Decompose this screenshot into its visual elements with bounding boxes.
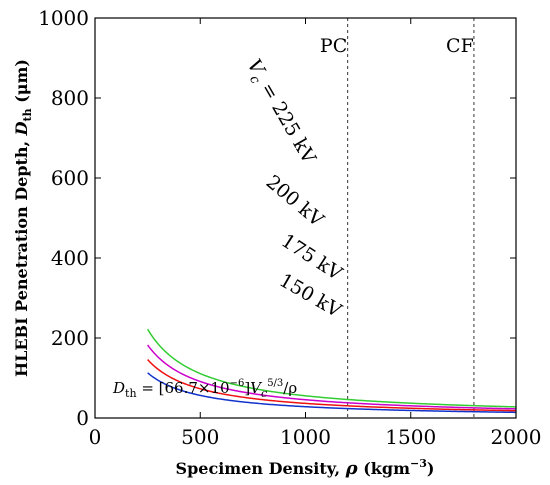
formula-exp2: 5/3	[267, 378, 283, 389]
x-tick-label: 500	[181, 425, 219, 449]
formula-v-sub: c	[261, 387, 267, 400]
x-tick-label: 1000	[280, 425, 331, 449]
y-axis-label-sub: th	[21, 108, 34, 121]
formula-annotation: Dth = [66.7×10−6]Vc5/3/ρ	[112, 378, 297, 400]
x-axis-label-close: )	[427, 459, 435, 478]
y-axis-label: HLEBI Penetration Depth, Dth (μm)	[12, 59, 34, 377]
y-tick-label: 200	[51, 326, 89, 350]
ref-label-cf: CF	[446, 35, 474, 57]
reference-lines	[347, 18, 475, 418]
formula-lhs-sub: th	[125, 387, 137, 400]
x-axis-label-unit: (kgm	[358, 459, 410, 478]
y-tick-label: 800	[51, 86, 89, 110]
axis-ticks: 0 500 1000 1500 2000 0 200 400 600 800 1000	[38, 6, 541, 449]
x-tick-label: 0	[89, 425, 102, 449]
formula-mid: = [66.7×10	[137, 379, 230, 397]
series-line-200kv	[147, 344, 516, 410]
curve-label-225kv: Vc = 225 kV	[239, 56, 320, 170]
x-tick-label: 2000	[491, 425, 542, 449]
x-axis-label-main: Specimen Density,	[176, 459, 346, 478]
y-tick-label: 1000	[38, 6, 89, 30]
x-axis-label-sym: ρ	[345, 458, 359, 479]
x-tick-label: 1500	[385, 425, 436, 449]
y-tick-label: 0	[76, 406, 89, 430]
series-line-175kv	[147, 359, 516, 412]
x-axis-label: Specimen Density, ρ (kgm−3)	[176, 457, 435, 479]
y-axis-label-unit: (μm)	[12, 59, 31, 108]
y-axis-label-main: HLEBI Penetration Depth,	[12, 135, 31, 377]
x-axis-label-exp: −3	[410, 457, 427, 470]
formula-tail: /ρ	[283, 379, 297, 397]
curve-label-200kv: 200 kV	[262, 171, 328, 231]
ref-label-pc: PC	[320, 35, 347, 57]
formula-bracket: ]	[244, 379, 250, 397]
series-line-150kv	[147, 372, 516, 414]
formula-v: V	[250, 379, 263, 397]
series-line-225kv	[146, 328, 516, 408]
y-axis-label-sym: D	[12, 121, 31, 136]
formula-exp1: −6	[230, 378, 245, 389]
y-tick-label: 400	[51, 246, 89, 270]
label-225kv: 225 kV	[267, 98, 320, 168]
y-tick-label: 600	[51, 166, 89, 190]
curves	[146, 328, 516, 414]
formula-lhs: D	[112, 379, 125, 397]
